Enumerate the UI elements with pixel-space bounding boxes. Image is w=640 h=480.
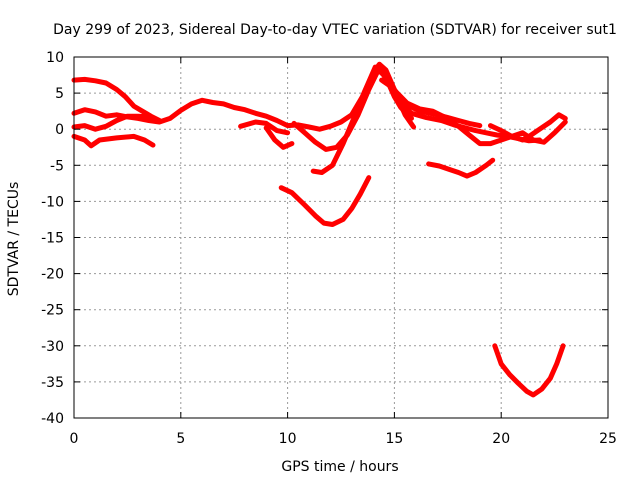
series-arc-6 (263, 125, 295, 150)
y-tick-label: -35 (41, 375, 64, 391)
x-axis-label: GPS time / hours (281, 459, 398, 475)
series-layer (71, 61, 568, 398)
y-tick-labels: 10 5 0 -5 -10 -15 -20 -25 -30 -35 -40 (41, 50, 64, 427)
series-arc-10 (396, 97, 417, 130)
y-tick-label: -15 (41, 231, 64, 247)
series-arc-2 (71, 61, 483, 132)
y-tick-label: 5 (55, 86, 64, 102)
y-tick-label: -30 (41, 339, 64, 355)
y-tick-label: -20 (41, 267, 64, 283)
series-arc-3 (71, 113, 152, 132)
y-tick-label: -10 (41, 194, 64, 210)
y-tick-label: -25 (41, 303, 64, 319)
x-tick-label: 15 (385, 431, 403, 447)
x-tick-label: 5 (176, 431, 185, 447)
series-arc-8 (310, 64, 543, 175)
y-tick-label: 10 (46, 50, 64, 66)
grid (74, 57, 608, 418)
series-arc-5 (238, 119, 291, 136)
series-arc-13 (426, 157, 496, 179)
y-tick-label: -5 (50, 158, 64, 174)
x-tick-labels: 0 5 10 15 20 25 (70, 431, 617, 447)
y-tick-label: 0 (55, 122, 64, 138)
x-tick-label: 25 (599, 431, 617, 447)
series-arc-14 (492, 343, 566, 398)
y-tick-label: -40 (41, 411, 64, 427)
series-arc-11 (488, 112, 568, 143)
x-tick-label: 10 (279, 431, 297, 447)
series-arc-4 (71, 133, 156, 149)
tick-marks (73, 56, 609, 419)
x-tick-label: 20 (492, 431, 510, 447)
x-tick-label: 0 (70, 431, 79, 447)
y-axis-label: SDTVAR / TECUs (6, 182, 22, 297)
series-arc-12 (278, 175, 372, 227)
series-arc-9 (379, 77, 568, 147)
series-arc-1 (71, 76, 162, 123)
chart-title: Day 299 of 2023, Sidereal Day-to-day VTE… (53, 22, 617, 38)
